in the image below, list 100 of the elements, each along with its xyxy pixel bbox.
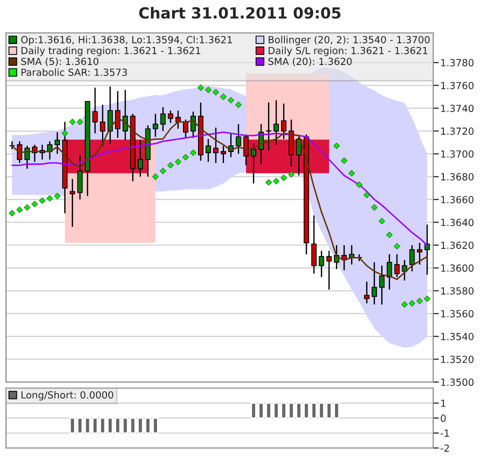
chart-title: Chart 31.01.2011 09:05 xyxy=(139,6,341,19)
candlestick xyxy=(168,110,174,124)
candlestick xyxy=(281,103,286,140)
point xyxy=(220,94,227,100)
candlestick xyxy=(318,250,324,278)
legend-label: SMA (20): 1.3620 xyxy=(268,58,352,66)
point xyxy=(235,102,242,108)
y-tick-label: 1.3700 xyxy=(441,150,474,158)
point xyxy=(31,200,38,208)
candlestick xyxy=(394,254,400,278)
y-tick-label: 1.3560 xyxy=(441,310,474,318)
point xyxy=(16,206,23,213)
point xyxy=(46,195,54,202)
point xyxy=(333,142,340,150)
legend-label: Daily trading region: 1.3621 - 1.3621 xyxy=(22,46,200,56)
point xyxy=(401,301,408,308)
point xyxy=(69,118,76,126)
candlestick xyxy=(220,145,226,164)
point xyxy=(356,181,362,188)
y-tick-label: 1 xyxy=(441,400,446,407)
candlestick xyxy=(326,250,332,290)
legend-label: Op:1.3616, Hi:1.3638, Lo:1.3594, Cl:1.3621 xyxy=(21,36,232,46)
legend-label: Long/Short: 0.0000 xyxy=(22,391,114,400)
y-tick-label: 1.3760 xyxy=(441,82,474,90)
point xyxy=(394,243,400,250)
legend-label: Daily S/L region: 1.3621 - 1.3621 xyxy=(268,46,428,56)
point xyxy=(378,218,386,224)
y-tick-label: 1.3500 xyxy=(441,378,474,386)
candlestick xyxy=(250,142,256,184)
point xyxy=(182,154,189,160)
candlestick xyxy=(92,87,98,134)
candlestick xyxy=(138,140,144,178)
candlestick xyxy=(122,89,128,141)
y-tick-label: 1.3660 xyxy=(441,196,474,204)
candlestick xyxy=(160,106,166,132)
point xyxy=(371,204,378,211)
candlestick xyxy=(24,145,30,170)
legend-label: SMA (5): 1.3610 xyxy=(21,58,98,66)
candlestick xyxy=(416,242,422,266)
candlestick xyxy=(115,90,120,138)
candlestick xyxy=(70,178,76,228)
legend-label: Bollinger (20, 2): 1.3540 - 1.3700 xyxy=(268,36,430,46)
y-tick-label: 1.3680 xyxy=(441,173,474,181)
point xyxy=(228,96,234,104)
y-tick-label: 1.3720 xyxy=(441,128,474,135)
candlestick xyxy=(266,102,272,152)
y-tick-label: 1.3520 xyxy=(441,356,474,364)
y-tick-label: 1.3740 xyxy=(441,104,474,112)
y-tick-label: -2 xyxy=(440,444,449,452)
point xyxy=(62,130,68,137)
point xyxy=(198,84,204,91)
y-tick-label: 1.3640 xyxy=(441,218,474,226)
point xyxy=(205,86,212,94)
point xyxy=(386,232,393,238)
point xyxy=(265,179,272,186)
candlestick xyxy=(311,214,317,274)
point xyxy=(340,157,348,164)
candlestick xyxy=(236,124,242,154)
y-tick-label: 0 xyxy=(440,414,446,422)
point xyxy=(416,298,423,304)
point xyxy=(39,197,46,204)
candlestick xyxy=(379,265,385,306)
candlestick xyxy=(182,118,188,138)
y-tick-label: 1.3540 xyxy=(441,332,474,340)
candlestick xyxy=(274,100,279,146)
candlestick xyxy=(364,281,370,304)
y-tick-label: 1.3580 xyxy=(441,287,474,295)
candlestick xyxy=(77,154,83,200)
point xyxy=(408,300,416,307)
candlestick xyxy=(409,244,415,272)
candlestick xyxy=(206,138,211,162)
y-tick-label: 1.3600 xyxy=(441,264,474,272)
candlestick xyxy=(213,126,219,164)
candlestick xyxy=(16,140,22,164)
candlestick xyxy=(372,262,378,306)
point xyxy=(348,170,355,176)
point xyxy=(54,192,61,200)
candlestick xyxy=(386,254,392,290)
point xyxy=(272,178,280,184)
point xyxy=(24,204,30,211)
point xyxy=(152,173,159,180)
point xyxy=(424,296,430,302)
candlestick xyxy=(107,86,113,144)
point xyxy=(212,89,220,96)
candlestick xyxy=(100,104,106,146)
point xyxy=(160,168,166,174)
point xyxy=(174,158,182,166)
point xyxy=(280,174,287,182)
y-tick-label: 1.3780 xyxy=(441,59,474,66)
point xyxy=(364,192,370,198)
point xyxy=(288,171,295,178)
point xyxy=(190,149,196,156)
candlestick xyxy=(288,118,294,168)
point xyxy=(76,118,84,126)
point xyxy=(8,210,16,216)
candlestick xyxy=(424,224,430,276)
point xyxy=(167,162,174,168)
candlestick xyxy=(296,134,302,176)
candlestick xyxy=(54,132,60,154)
legend-label: Parabolic SAR: 1.3573 xyxy=(22,68,127,76)
